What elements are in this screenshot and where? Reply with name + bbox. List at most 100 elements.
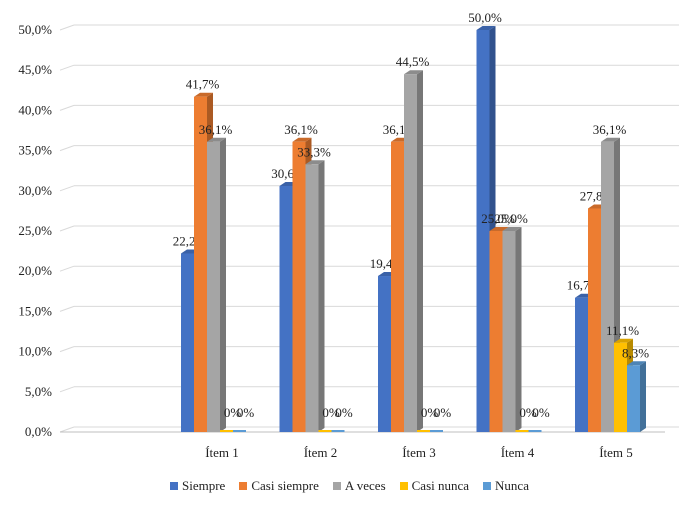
- gridline-depth: [59, 185, 75, 192]
- bar: [391, 141, 404, 433]
- gridline-depth: [59, 426, 75, 433]
- x-tick-label: Ítem 1: [205, 445, 239, 460]
- bar: [404, 74, 417, 432]
- legend-label: Casi siempre: [251, 478, 319, 493]
- y-tick-label: 0,0%: [25, 424, 52, 439]
- bar: [515, 430, 529, 432]
- bar-top: [292, 137, 312, 142]
- bar: [417, 430, 430, 432]
- legend-label: A veces: [344, 478, 386, 493]
- data-label: 25,0%: [494, 211, 528, 226]
- bar-side: [640, 361, 646, 432]
- bar: [627, 365, 640, 432]
- gridline-depth: [59, 24, 75, 31]
- gridline-depth: [59, 104, 75, 111]
- bar: [194, 96, 207, 433]
- bar-side: [318, 160, 325, 432]
- bar: [430, 430, 443, 432]
- data-label: 0%: [322, 405, 340, 420]
- y-tick-label: 30,0%: [18, 183, 52, 198]
- gridline-depth: [59, 225, 75, 232]
- gridline-depth: [59, 64, 75, 71]
- y-tick-label: 5,0%: [25, 384, 52, 399]
- y-tick-label: 20,0%: [18, 263, 52, 278]
- bar: [181, 253, 194, 432]
- bar: [575, 297, 588, 432]
- legend-item: Nunca: [483, 478, 529, 494]
- data-label: 8,3%: [622, 345, 649, 360]
- bar: [279, 185, 293, 432]
- data-label: 0%: [519, 405, 537, 420]
- data-label: 25,0%: [481, 211, 515, 226]
- gridline-depth: [59, 346, 75, 353]
- legend-item: Casi nunca: [399, 478, 470, 494]
- x-tick-label: Ítem 4: [501, 445, 535, 460]
- bar: [233, 430, 246, 432]
- bar: [601, 141, 614, 433]
- legend-swatch: [170, 482, 178, 490]
- bar-top: [194, 92, 213, 97]
- bar: [220, 430, 233, 432]
- bar: [305, 164, 319, 432]
- y-tick-label: 50,0%: [18, 22, 52, 37]
- data-label: 36,1%: [284, 122, 318, 137]
- bar: [614, 342, 627, 432]
- bar-top: [305, 160, 325, 165]
- data-label: 0%: [224, 405, 242, 420]
- legend-swatch: [332, 482, 341, 490]
- legend-item: Siempre: [170, 478, 225, 494]
- data-label: 36,1%: [593, 122, 627, 137]
- data-label: 44,5%: [396, 54, 430, 69]
- gridline-depth: [59, 265, 75, 272]
- bar-top: [207, 137, 226, 142]
- y-tick-label: 45,0%: [18, 62, 52, 77]
- legend-label: Casi nunca: [411, 478, 470, 493]
- legend-swatch: [239, 482, 248, 490]
- y-tick-label: 35,0%: [18, 143, 52, 158]
- bar: [528, 430, 542, 432]
- bar-top: [614, 338, 633, 343]
- bar-side: [515, 227, 522, 432]
- bar-top: [404, 70, 423, 75]
- legend-label: Siempre: [182, 478, 226, 493]
- bar: [502, 231, 516, 432]
- bar: [378, 276, 391, 432]
- data-label: 0%: [434, 405, 452, 420]
- bar-top: [601, 137, 620, 142]
- bar-top: [502, 227, 522, 231]
- y-tick-label: 40,0%: [18, 102, 52, 117]
- data-label: 0%: [532, 405, 550, 420]
- data-label: 33,3%: [297, 144, 331, 159]
- legend-swatch: [399, 482, 408, 490]
- bar: [476, 30, 490, 432]
- legend-label: Nunca: [495, 478, 529, 493]
- bar-side: [220, 137, 226, 433]
- bar-top: [627, 361, 646, 366]
- bar-chart: 0,0% 5,0% 10,0% 15,0% 20,0% 25,0% 30,0% 35,0% 40…: [18, 10, 679, 460]
- gridline-depth: [59, 386, 75, 393]
- bar-top: [476, 26, 496, 30]
- data-label: 0%: [335, 405, 353, 420]
- bar-side: [417, 70, 423, 432]
- y-tick-label: 15,0%: [18, 303, 52, 318]
- x-tick-label: Ítem 3: [402, 445, 436, 460]
- legend-swatch: [483, 482, 492, 490]
- bar-top: [489, 227, 509, 231]
- bar: [207, 141, 220, 433]
- y-tick-label: 25,0%: [18, 223, 52, 238]
- data-label: 0%: [237, 405, 255, 420]
- data-label: 36,1%: [199, 122, 233, 137]
- bar: [489, 231, 503, 432]
- gridline-depth: [59, 305, 75, 312]
- y-tick-label: 10,0%: [18, 344, 52, 359]
- data-label: 0%: [421, 405, 439, 420]
- gridline-depth: [59, 145, 75, 152]
- x-tick-label: Ítem 2: [304, 445, 338, 460]
- data-label: 50,0%: [468, 10, 502, 25]
- legend-item: Casi siempre: [239, 478, 319, 494]
- bar: [331, 430, 345, 432]
- bar: [318, 430, 332, 432]
- data-label: 11,1%: [606, 323, 639, 338]
- x-tick-label: Ítem 5: [599, 445, 633, 460]
- bar: [588, 208, 601, 432]
